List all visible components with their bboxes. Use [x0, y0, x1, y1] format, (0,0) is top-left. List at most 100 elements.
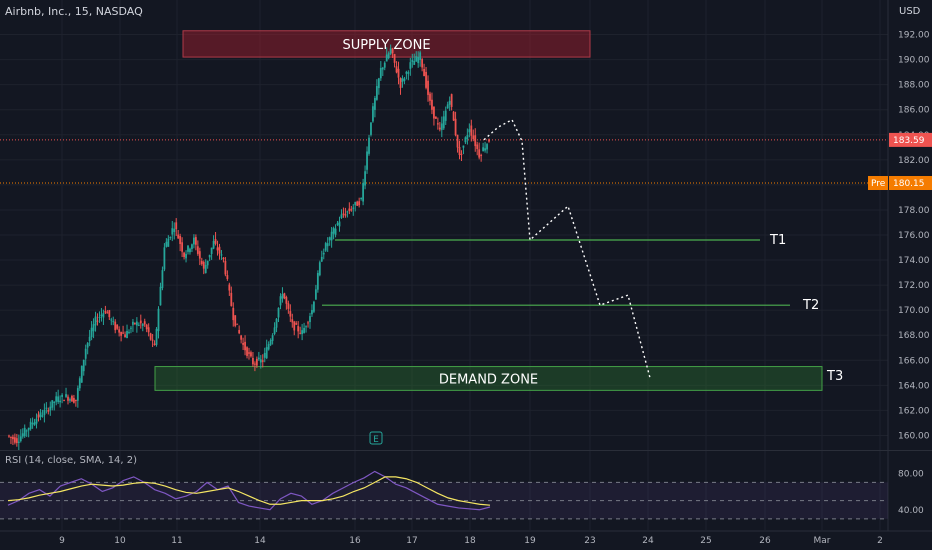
candle-body: [147, 327, 150, 333]
candle-body: [285, 297, 288, 304]
candle-body: [90, 327, 93, 338]
time-axis[interactable]: 9 10 11 14 16 17 18 19 23 24 25 26 Mar 2: [59, 536, 883, 546]
candle-body: [41, 415, 44, 417]
earnings-marker[interactable]: E: [369, 431, 383, 445]
candle-body: [374, 97, 376, 110]
candle-body: [12, 436, 14, 440]
targets-layer: T1 T2 T3: [322, 233, 843, 384]
candle-body: [167, 238, 170, 247]
candle-body: [322, 252, 325, 255]
candle-body: [234, 315, 237, 326]
candle-body: [128, 331, 130, 333]
candle-body: [431, 99, 433, 110]
pane-divider[interactable]: [0, 450, 932, 451]
candle-body: [200, 261, 203, 265]
candle-body: [389, 48, 392, 54]
price-tick-label: 170.00: [898, 306, 930, 316]
candle-body: [313, 301, 315, 312]
candle-body: [433, 106, 435, 119]
candle-body: [301, 330, 304, 335]
candle-body: [358, 201, 361, 206]
candle-body: [261, 360, 264, 362]
candle-body: [254, 363, 256, 365]
candle-body: [19, 436, 22, 442]
time-tick-label: 24: [642, 536, 654, 546]
candle-body: [244, 341, 246, 351]
candle-body: [417, 57, 420, 64]
candle-body: [267, 344, 270, 350]
zones-layer: SUPPLY ZONE DEMAND ZONE: [154, 30, 823, 391]
candle-body: [191, 244, 193, 249]
price-axis[interactable]: 192.00190.00188.00186.00184.00182.00180.…: [868, 31, 932, 516]
price-label: 183.59: [893, 136, 925, 146]
candle-body: [82, 359, 85, 372]
candle-body: [255, 358, 258, 366]
candle-body: [118, 329, 121, 333]
candle-body: [187, 245, 189, 252]
candle-body: [442, 116, 445, 129]
candle-body: [23, 427, 26, 437]
candle-body: [338, 221, 341, 227]
candle-body: [173, 228, 176, 232]
candle-body: [488, 139, 490, 142]
grid-lines: [0, 0, 932, 532]
candle-body: [293, 321, 296, 331]
candle-body: [464, 137, 467, 143]
candle-body: [33, 422, 36, 426]
candle-body: [393, 54, 396, 63]
time-tick-label: 18: [464, 536, 476, 546]
candle-body: [69, 399, 71, 401]
candle-body: [468, 129, 471, 133]
candle-body: [330, 231, 333, 241]
candle-body: [391, 48, 394, 54]
candle-body: [130, 327, 132, 329]
candle-body: [208, 254, 211, 258]
candle-body: [153, 343, 156, 346]
candle-body: [370, 122, 372, 135]
symbol-title[interactable]: Airbnb, Inc., 15, NASDAQ: [5, 5, 143, 18]
candle-body: [106, 312, 109, 314]
rsi-indicator-label[interactable]: RSI (14, close, SMA, 14, 2): [5, 455, 138, 466]
candle-body: [366, 151, 368, 170]
time-tick-label: 14: [254, 536, 266, 546]
candle-body: [486, 144, 488, 150]
candle-body: [385, 54, 388, 62]
candle-body: [263, 352, 266, 358]
candle-body: [356, 201, 359, 206]
price-tick-label: 182.00: [898, 156, 930, 166]
candle-body: [216, 247, 219, 251]
candle-body: [456, 134, 459, 148]
candle-body: [92, 324, 95, 332]
candle-body: [291, 319, 294, 323]
price-tick-label: 160.00: [898, 431, 930, 441]
rsi-tick-label: 40.00: [898, 506, 924, 516]
candle-body: [425, 71, 427, 88]
candle-body: [53, 401, 56, 404]
candle-body: [452, 111, 455, 121]
demand-zone: [154, 366, 823, 391]
candle-body: [377, 78, 380, 89]
candle-body: [434, 116, 437, 119]
time-tick-label: 2: [877, 536, 883, 546]
currency-label[interactable]: USD: [899, 6, 921, 17]
earnings-icon: [369, 431, 383, 445]
candle-body: [411, 59, 414, 62]
candle-body: [318, 262, 321, 276]
candle-body: [360, 197, 363, 199]
candle-body: [126, 331, 128, 339]
price-tick-label: 178.00: [898, 206, 930, 216]
candle-body: [133, 322, 136, 324]
candle-body: [204, 264, 207, 274]
candle-body: [171, 228, 174, 235]
rsi-tick-label: 80.00: [898, 469, 924, 479]
candle-body: [259, 359, 262, 363]
candle-body: [250, 352, 252, 357]
candle-body: [55, 396, 58, 402]
candle-body: [450, 94, 453, 107]
candle-body: [236, 323, 239, 325]
candle-body: [177, 234, 180, 239]
candle-body: [399, 78, 402, 88]
candle-body: [51, 400, 54, 408]
candle-body: [8, 435, 10, 437]
